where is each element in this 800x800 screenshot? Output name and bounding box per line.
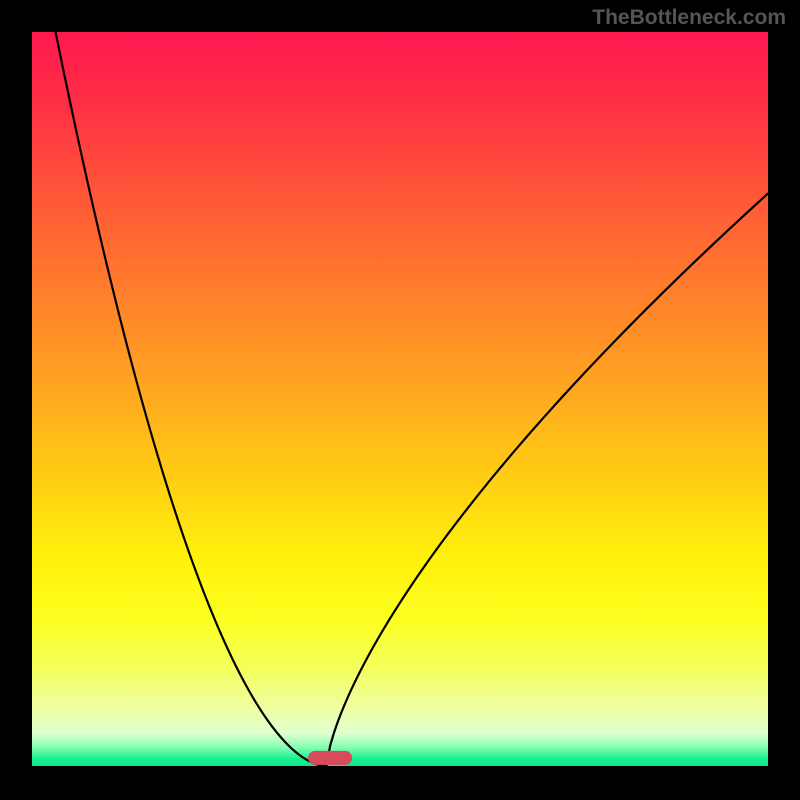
apex-marker: [308, 751, 352, 765]
watermark-text: TheBottleneck.com: [592, 6, 786, 30]
plot-svg: [0, 0, 800, 800]
